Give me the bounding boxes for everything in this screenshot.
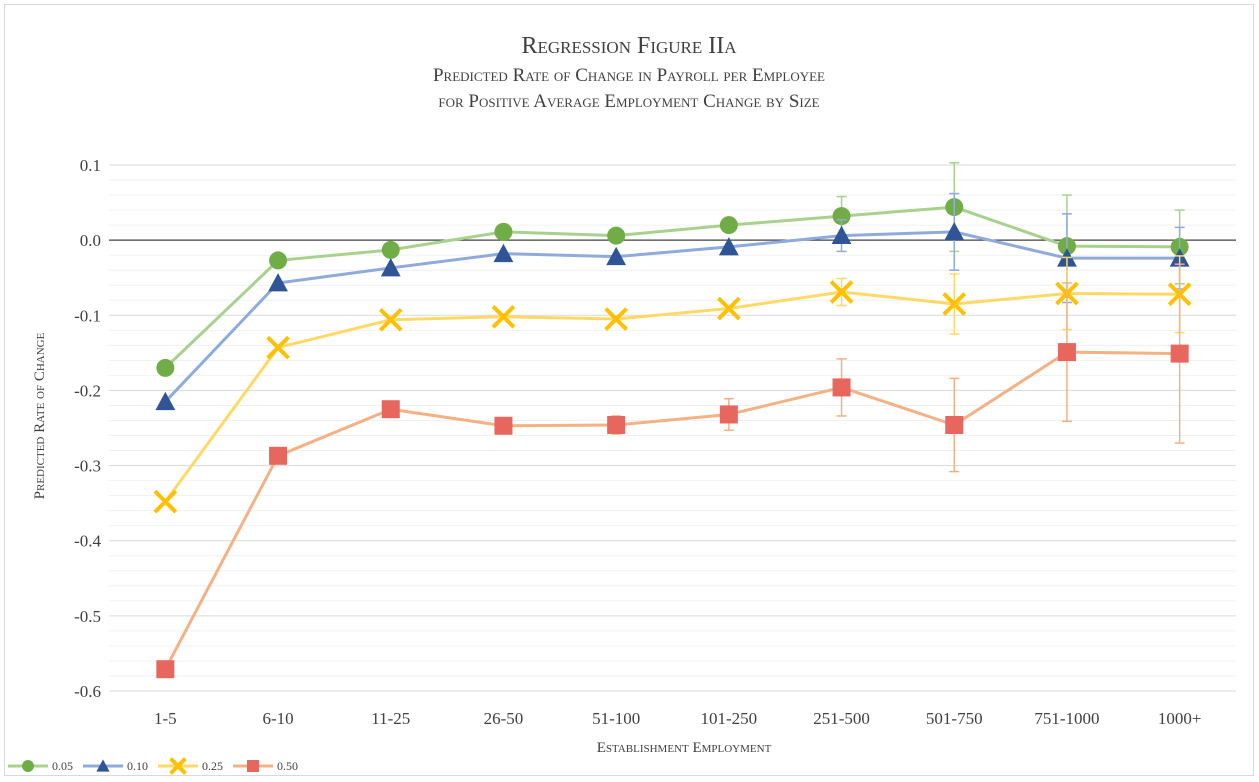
series-line <box>164 290 1180 503</box>
legend-label: 0.10 <box>127 759 148 773</box>
triangle-marker <box>831 225 852 245</box>
triangle-marker <box>380 258 401 277</box>
square-marker <box>1170 344 1189 363</box>
x-marker <box>942 292 967 316</box>
square-marker <box>607 415 626 434</box>
x-axis-title: Establishment Employment <box>597 740 772 756</box>
square-marker <box>945 415 964 434</box>
y-tick-label: -0.2 <box>74 381 101 400</box>
legend-label: 0.05 <box>52 759 73 773</box>
y-tick-label: -0.6 <box>74 682 101 701</box>
chart-subtitle-line-1: Predicted Rate of Change in Payroll per … <box>433 65 825 86</box>
x-marker-stroke <box>491 304 516 329</box>
y-tick-label: -0.1 <box>74 306 101 325</box>
x-marker <box>604 307 628 331</box>
chart-title: Regression Figure IIa <box>521 33 737 59</box>
series-line <box>164 205 1180 369</box>
series-line <box>164 230 1180 403</box>
triangle-marker <box>155 391 176 411</box>
square-marker <box>494 416 513 435</box>
y-axis-ticks: 0.1 0.0 -0.1 -0.2 -0.3 -0.4 -0.5 -0.6 <box>74 156 101 701</box>
circle-marker <box>719 216 738 235</box>
circle-marker <box>22 760 34 772</box>
series-0.10 <box>155 192 1190 411</box>
square-marker <box>381 400 400 419</box>
legend-label: 0.25 <box>202 759 223 773</box>
legend-item: 0.05 <box>8 759 73 773</box>
x-marker-stroke <box>153 489 178 514</box>
x-marker-stroke <box>378 307 403 332</box>
series-group <box>153 161 1192 679</box>
circle-marker <box>156 358 175 377</box>
x-tick-label: 51-100 <box>592 709 640 728</box>
chart-subtitle-line-2: for Positive Average Employment Change b… <box>438 91 819 112</box>
x-marker <box>717 296 741 321</box>
square-marker <box>832 378 851 397</box>
x-tick-label: 751-1000 <box>1034 709 1099 728</box>
x-tick-label: 6-10 <box>262 709 293 728</box>
series-line <box>164 350 1180 670</box>
x-marker <box>829 280 854 304</box>
y-tick-label: -0.3 <box>74 457 101 476</box>
y-tick-label: 0.1 <box>80 156 101 175</box>
x-marker <box>153 489 178 514</box>
legend: 0.05 0.10 0.25 0.50 <box>8 757 298 775</box>
legend-item: 0.10 <box>83 759 148 773</box>
x-tick-label: 1000+ <box>1158 709 1202 728</box>
x-marker-stroke <box>829 280 854 304</box>
x-marker-stroke <box>717 296 741 321</box>
square-marker <box>156 660 175 679</box>
legend-item: 0.25 <box>158 757 223 775</box>
triangle-marker <box>718 237 739 256</box>
x-marker <box>266 335 290 360</box>
square-marker <box>247 760 259 772</box>
x-marker <box>169 757 187 775</box>
x-marker <box>378 307 403 332</box>
x-tick-label: 501-750 <box>926 709 983 728</box>
triangle-marker <box>944 221 965 241</box>
legend-item: 0.50 <box>233 759 298 773</box>
triangle-marker <box>268 273 288 292</box>
square-marker <box>719 405 738 424</box>
x-tick-label: 101-250 <box>701 709 758 728</box>
x-tick-label: 1-5 <box>154 709 177 728</box>
square-marker <box>1057 343 1076 362</box>
triangle-marker <box>606 246 627 266</box>
x-tick-label: 251-500 <box>813 709 870 728</box>
x-marker-stroke <box>604 307 628 331</box>
circle-marker <box>269 251 288 270</box>
series-0.25 <box>153 255 1192 514</box>
legend-label: 0.50 <box>277 759 298 773</box>
y-tick-label: 0.0 <box>80 231 101 250</box>
square-marker <box>269 446 288 465</box>
y-axis-title: Predicted Rate of Change <box>32 332 48 499</box>
x-marker-stroke <box>266 335 290 360</box>
x-tick-label: 26-50 <box>484 709 524 728</box>
y-tick-label: -0.5 <box>74 607 101 626</box>
circle-marker <box>494 222 513 241</box>
triangle-marker <box>493 243 514 263</box>
x-marker-stroke <box>169 757 187 775</box>
x-marker-stroke <box>942 292 967 316</box>
series-0.50 <box>156 263 1189 679</box>
circle-marker <box>607 226 626 245</box>
y-tick-label: -0.4 <box>74 532 101 551</box>
triangle-marker <box>96 759 110 772</box>
x-tick-label: 11-25 <box>371 709 410 728</box>
x-marker <box>491 304 516 329</box>
circle-marker <box>381 240 400 259</box>
x-axis-ticks: 1-5 6-10 11-25 26-50 51-100 101-250 251-500 501… <box>154 709 1201 728</box>
